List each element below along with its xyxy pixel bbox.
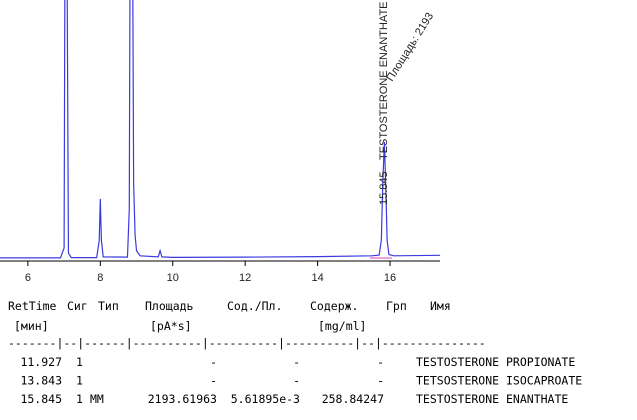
x-tick-label: 14	[311, 272, 323, 284]
trace	[0, 0, 440, 259]
table-cell: -	[293, 355, 300, 369]
table-cell: TETSOSTERONE ISOCAPROATE	[416, 374, 582, 388]
table-header: Сод./Пл.	[227, 299, 282, 313]
table-cell: 15.845	[20, 392, 62, 406]
x-tick-label: 8	[97, 272, 103, 284]
peak-name: TESTOSTERONE ENANTHATE	[378, 1, 390, 160]
peak-area: Площадь: 2193	[384, 11, 436, 84]
table-cell: 5.61895e-3	[231, 392, 300, 406]
table-unit: [мин]	[14, 319, 49, 333]
table-cell: -	[210, 374, 217, 388]
x-tick-label: 10	[167, 272, 179, 284]
table-cell: -	[293, 374, 300, 388]
x-tick-label: 12	[239, 272, 251, 284]
table-cell: -	[377, 374, 384, 388]
table-cell: -	[377, 355, 384, 369]
table-cell: 1	[76, 392, 83, 406]
table-cell: 258.84247	[322, 392, 384, 406]
table-cell: 2193.61963	[148, 392, 217, 406]
table-cell: 13.843	[20, 374, 62, 388]
table-unit: [pA*s]	[150, 319, 192, 333]
plot-area	[0, 0, 440, 259]
table-cell: 1	[76, 374, 83, 388]
table-header: Площадь	[145, 299, 194, 313]
table-cell: 1	[76, 355, 83, 369]
table-header: Сиг	[67, 299, 88, 313]
table-unit: [mg/ml]	[318, 319, 366, 333]
table-cell: TESTOSTERONE ENANTHATE	[416, 392, 568, 406]
table-header: Имя	[430, 299, 451, 313]
peak-time: 15.845	[378, 171, 390, 205]
table-header: Грп	[386, 299, 407, 313]
table-separator: -------|--|------|----------|----------|…	[8, 336, 486, 350]
table-header: RetTime	[8, 299, 57, 313]
table-cell: TESTOSTERONE PROPIONATE	[416, 355, 575, 369]
table-header: Содерж.	[310, 299, 358, 313]
table-cell: -	[210, 355, 217, 369]
table-header: Тип	[98, 299, 119, 313]
x-tick-label: 6	[25, 272, 31, 284]
table-cell: MM	[90, 392, 104, 406]
table-cell: 11.927	[20, 355, 62, 369]
x-tick-label: 16	[384, 272, 396, 284]
